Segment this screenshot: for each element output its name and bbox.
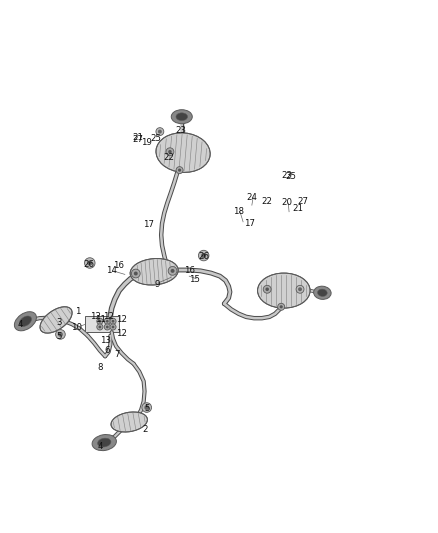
Circle shape [58, 332, 63, 337]
Circle shape [168, 266, 177, 275]
Text: 22: 22 [261, 197, 272, 206]
Text: 26: 26 [198, 252, 209, 261]
Circle shape [263, 285, 271, 293]
Ellipse shape [156, 133, 210, 172]
Text: 27: 27 [132, 135, 144, 144]
Text: 1: 1 [75, 306, 81, 316]
Circle shape [56, 329, 65, 339]
Text: 22: 22 [163, 152, 174, 161]
Text: 10: 10 [71, 324, 82, 332]
Circle shape [97, 324, 103, 330]
Circle shape [104, 318, 110, 324]
Text: 23: 23 [175, 126, 186, 135]
Text: 19: 19 [141, 139, 152, 148]
Ellipse shape [258, 273, 310, 308]
Text: 8: 8 [97, 363, 102, 372]
Circle shape [85, 258, 95, 268]
Text: 25: 25 [150, 134, 161, 143]
Text: 4: 4 [18, 320, 23, 329]
Text: 13: 13 [100, 336, 112, 345]
Circle shape [176, 167, 183, 174]
Text: 16: 16 [184, 266, 195, 276]
Text: 6: 6 [105, 346, 110, 355]
Text: 12: 12 [103, 312, 114, 321]
Circle shape [198, 251, 209, 261]
Circle shape [265, 287, 269, 291]
Circle shape [168, 150, 172, 154]
Circle shape [296, 285, 304, 293]
Ellipse shape [314, 286, 331, 300]
Circle shape [110, 318, 116, 324]
Text: 4: 4 [98, 441, 103, 450]
Circle shape [145, 405, 149, 410]
Ellipse shape [318, 289, 327, 296]
Circle shape [97, 318, 103, 324]
Text: 20: 20 [281, 198, 293, 207]
Circle shape [278, 303, 285, 310]
Ellipse shape [171, 110, 192, 124]
Text: 21: 21 [292, 204, 304, 213]
Text: 3: 3 [57, 318, 62, 327]
Circle shape [298, 287, 302, 291]
Text: 5: 5 [57, 332, 62, 341]
Text: 21: 21 [132, 133, 144, 142]
Ellipse shape [40, 307, 72, 333]
Text: 15: 15 [189, 275, 201, 284]
Ellipse shape [111, 412, 148, 432]
Circle shape [142, 403, 152, 413]
Text: 18: 18 [233, 207, 244, 216]
Circle shape [112, 326, 114, 328]
Text: 12: 12 [116, 316, 127, 325]
Circle shape [110, 324, 116, 330]
Text: 25: 25 [286, 172, 297, 181]
Ellipse shape [98, 438, 111, 447]
Circle shape [170, 269, 174, 273]
Text: 17: 17 [143, 220, 155, 229]
Text: 14: 14 [106, 266, 117, 276]
Circle shape [178, 168, 181, 172]
Circle shape [112, 320, 114, 322]
Text: 27: 27 [297, 197, 309, 206]
Circle shape [106, 326, 109, 328]
Circle shape [99, 326, 101, 328]
Circle shape [201, 253, 206, 258]
Text: 9: 9 [154, 279, 159, 288]
Circle shape [134, 271, 138, 276]
Circle shape [156, 128, 164, 135]
Text: 17: 17 [244, 219, 255, 228]
Circle shape [166, 148, 174, 156]
Ellipse shape [19, 316, 32, 327]
Text: 26: 26 [83, 260, 94, 269]
Ellipse shape [176, 113, 187, 120]
Text: 23: 23 [281, 171, 293, 180]
Text: 16: 16 [113, 261, 124, 270]
Ellipse shape [14, 312, 36, 331]
Circle shape [99, 320, 101, 322]
Circle shape [87, 260, 92, 265]
Circle shape [104, 324, 110, 330]
Circle shape [131, 269, 140, 278]
Circle shape [158, 130, 162, 134]
Circle shape [279, 305, 283, 309]
Text: 5: 5 [144, 405, 149, 414]
Ellipse shape [92, 434, 117, 450]
Text: 12: 12 [116, 328, 127, 337]
Ellipse shape [130, 259, 178, 285]
Polygon shape [85, 316, 119, 332]
Text: 7: 7 [115, 350, 120, 359]
Circle shape [106, 320, 109, 322]
Text: 12: 12 [90, 312, 101, 321]
Text: 2: 2 [143, 425, 148, 434]
Text: 11: 11 [95, 316, 106, 325]
Text: 24: 24 [246, 193, 258, 202]
